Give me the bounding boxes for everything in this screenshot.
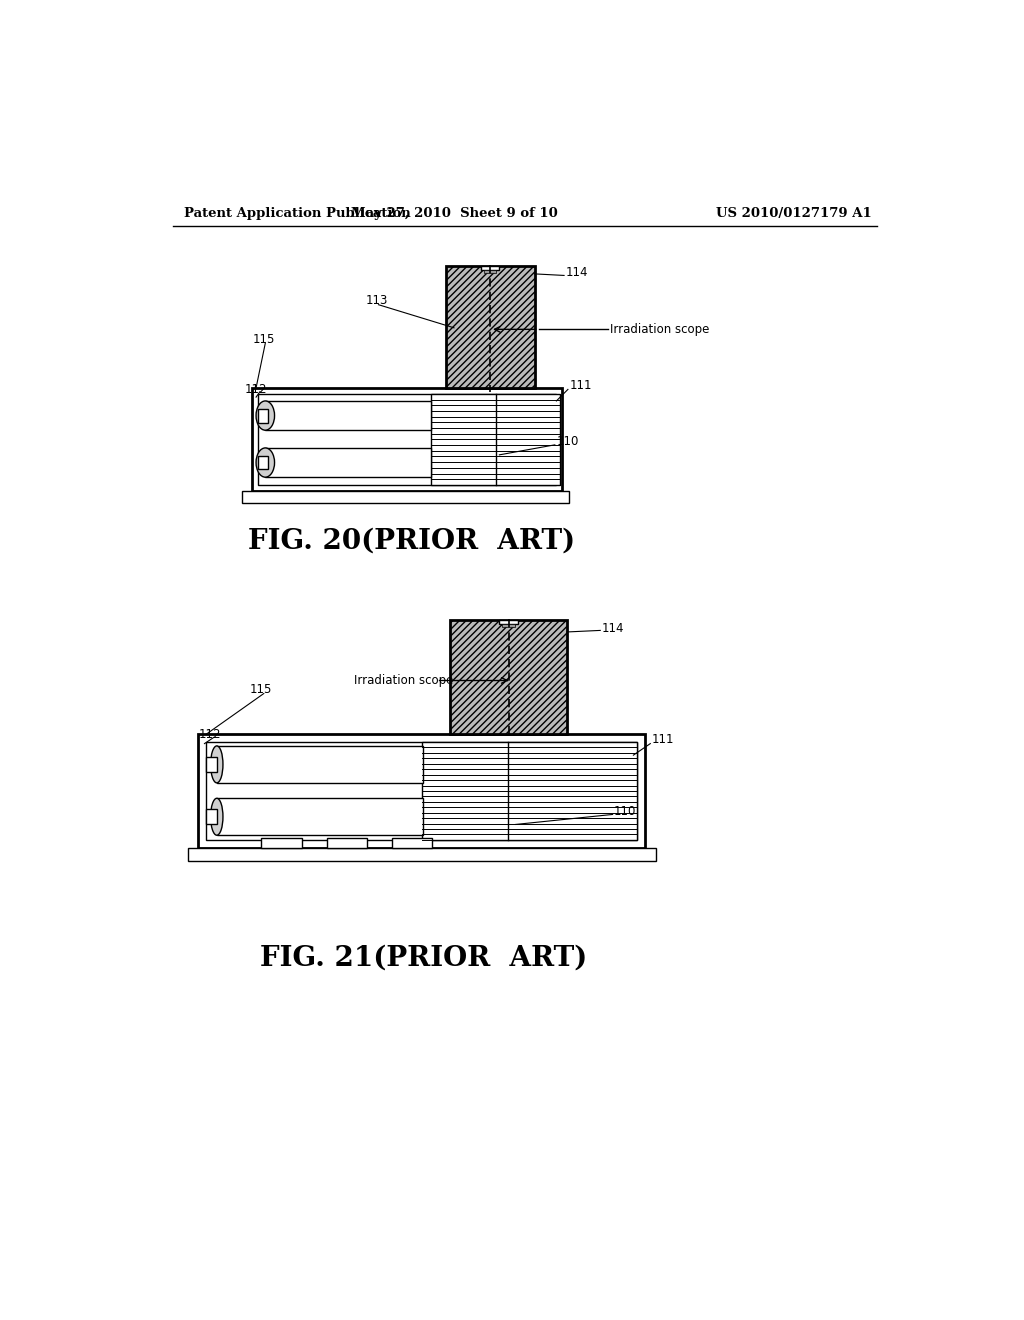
Bar: [446, 267, 535, 388]
Bar: [252, 388, 562, 491]
Text: 110: 110: [556, 436, 579, 449]
Bar: [258, 409, 267, 422]
Text: Patent Application Publication: Patent Application Publication: [184, 207, 412, 220]
Bar: [503, 624, 515, 627]
Bar: [206, 742, 637, 840]
Text: 112: 112: [245, 383, 267, 396]
Bar: [217, 799, 423, 836]
Bar: [243, 491, 569, 503]
Text: 115: 115: [252, 333, 274, 346]
Text: US 2010/0127179 A1: US 2010/0127179 A1: [716, 207, 871, 220]
Bar: [451, 620, 567, 734]
Bar: [217, 746, 423, 783]
Bar: [206, 756, 217, 772]
Bar: [261, 838, 301, 847]
Bar: [327, 838, 367, 847]
Bar: [258, 395, 556, 484]
Bar: [431, 395, 560, 484]
Bar: [199, 734, 645, 847]
Text: 114: 114: [565, 265, 588, 279]
Bar: [206, 809, 217, 825]
Ellipse shape: [256, 401, 274, 430]
Text: May 27, 2010  Sheet 9 of 10: May 27, 2010 Sheet 9 of 10: [350, 207, 557, 220]
Ellipse shape: [211, 799, 223, 836]
Bar: [422, 742, 637, 840]
Text: FIG. 21(PRIOR  ART): FIG. 21(PRIOR ART): [259, 944, 587, 972]
Bar: [392, 838, 432, 847]
Bar: [500, 620, 518, 624]
Text: 111: 111: [652, 733, 675, 746]
Bar: [484, 271, 497, 273]
Ellipse shape: [211, 746, 223, 783]
Text: Irradiation scope: Irradiation scope: [354, 675, 454, 686]
Bar: [258, 455, 267, 470]
Text: 114: 114: [602, 622, 625, 635]
Text: 112: 112: [199, 727, 221, 741]
Bar: [481, 267, 500, 271]
Text: 113: 113: [366, 294, 388, 308]
Text: 111: 111: [569, 379, 592, 392]
Bar: [265, 447, 431, 478]
Text: 110: 110: [614, 805, 637, 818]
Text: Irradiation scope: Irradiation scope: [610, 323, 710, 335]
Text: 115: 115: [250, 684, 272, 696]
Bar: [265, 401, 431, 430]
Bar: [188, 847, 656, 862]
Text: FIG. 20(PRIOR  ART): FIG. 20(PRIOR ART): [248, 528, 575, 554]
Ellipse shape: [256, 447, 274, 478]
